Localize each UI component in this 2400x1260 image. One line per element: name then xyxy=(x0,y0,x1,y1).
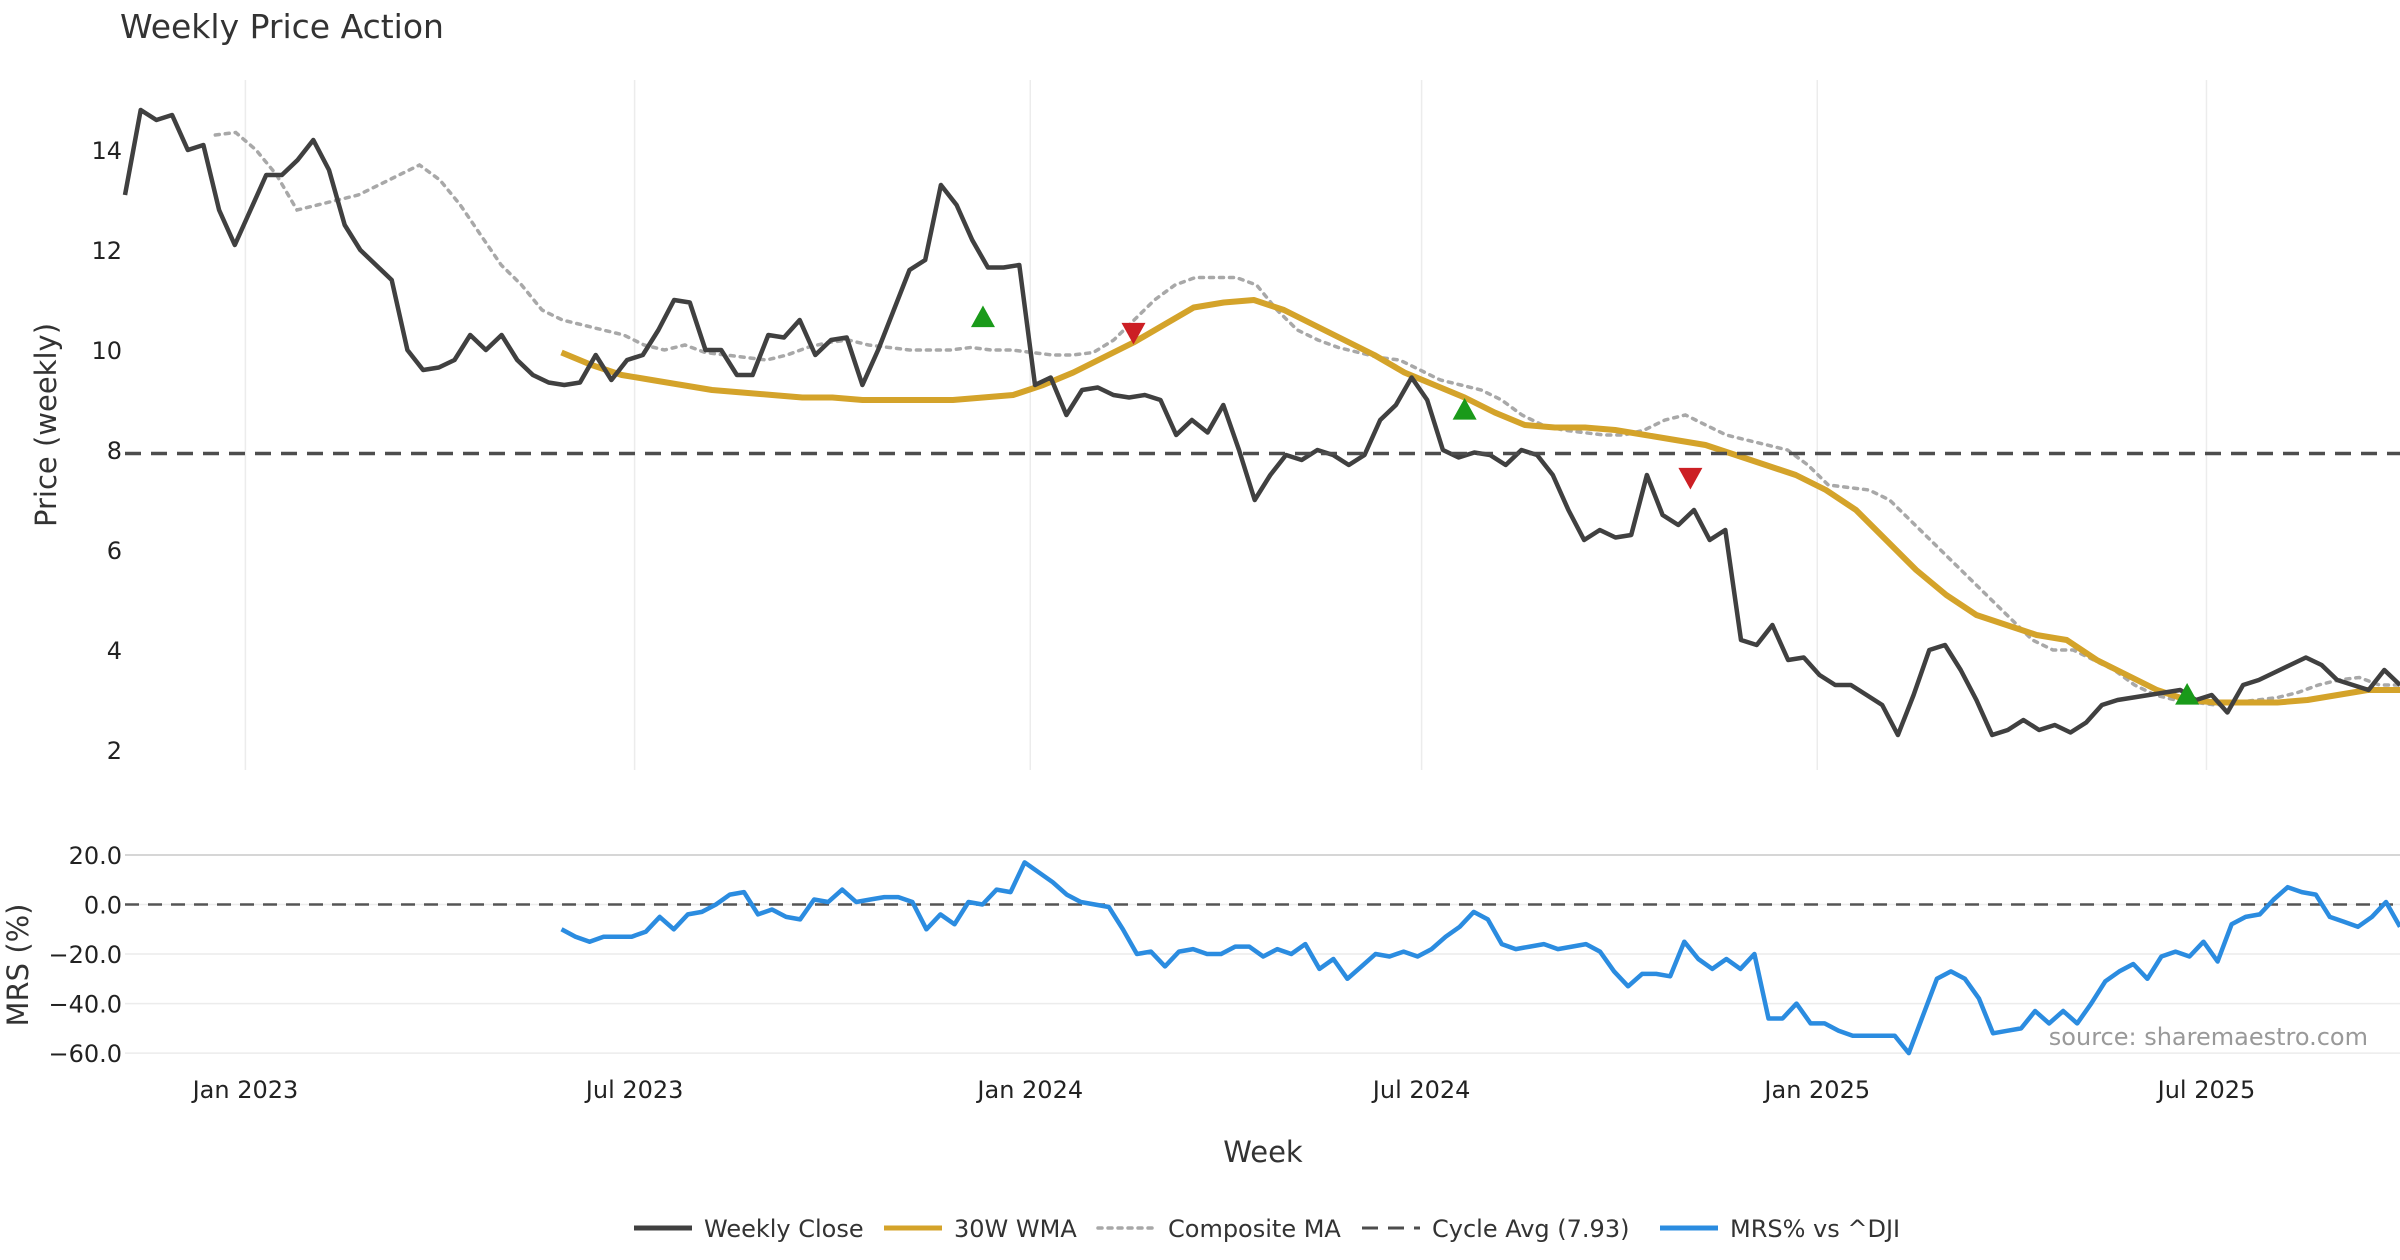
x-tick-label: Jul 2024 xyxy=(1371,1076,1471,1104)
sell-signal-marker xyxy=(1678,467,1703,490)
legend-item-composite-ma: Composite MA xyxy=(1096,1215,1341,1243)
price-y-tick-label: 8 xyxy=(107,437,122,465)
buy-signal-marker xyxy=(970,305,995,328)
price-y-tick-label: 6 xyxy=(107,537,122,565)
price-y-tick-label: 10 xyxy=(91,337,122,365)
price-y-axis-label: Price (weekly) xyxy=(29,323,63,527)
legend-item-30w-wma: 30W WMA xyxy=(884,1215,1077,1243)
mrs-line xyxy=(560,860,2400,1056)
legend-item-cycle-avg: Cycle Avg (7.93) xyxy=(1362,1215,1629,1243)
weekly-close-line xyxy=(122,107,2400,738)
price-y-tick-label: 14 xyxy=(91,137,122,165)
x-tick-label: Jan 2024 xyxy=(975,1076,1083,1104)
price-grid xyxy=(244,80,2208,770)
price-y-tick-label: 4 xyxy=(107,637,122,665)
mrs-y-axis-label: MRS (%) xyxy=(1,904,35,1027)
price-series xyxy=(122,107,2400,738)
price-y-tick-label: 12 xyxy=(91,237,122,265)
legend-item-weekly-close: Weekly Close xyxy=(634,1215,864,1243)
price-y-ticks: 2 4 6 8 10 12 14 xyxy=(91,137,122,765)
legend-label-weekly-close: Weekly Close xyxy=(704,1215,864,1243)
legend-label-mrs: MRS% vs ^DJI xyxy=(1730,1215,1900,1243)
buy-signal-marker xyxy=(2175,683,2200,705)
x-tick-label: Jan 2023 xyxy=(191,1076,299,1104)
price-y-tick-label: 2 xyxy=(107,737,122,765)
mrs-y-tick-label: 0.0 xyxy=(84,892,122,920)
x-tick-label: Jan 2025 xyxy=(1762,1076,1870,1104)
mrs-series xyxy=(125,860,2400,1056)
mrs-y-ticks: −60.0 −40.0 −20.0 0.0 20.0 xyxy=(48,842,122,1068)
mrs-y-tick-label: 20.0 xyxy=(69,842,122,870)
legend-label-composite-ma: Composite MA xyxy=(1168,1215,1341,1243)
mrs-y-tick-label: −40.0 xyxy=(48,991,122,1019)
mrs-y-tick-label: −60.0 xyxy=(48,1040,122,1068)
legend-item-mrs: MRS% vs ^DJI xyxy=(1660,1215,1900,1243)
buy-signal-marker xyxy=(1452,398,1477,420)
wma-line xyxy=(560,297,2400,706)
chart-title: Weekly Price Action xyxy=(120,7,444,46)
composite-ma-line xyxy=(213,130,2400,707)
sell-signal-marker xyxy=(1121,322,1146,345)
x-tick-label: Jul 2023 xyxy=(584,1076,684,1104)
source-note: source: sharemaestro.com xyxy=(2049,1023,2368,1051)
legend-label-30w-wma: 30W WMA xyxy=(954,1215,1077,1243)
x-tick-label: Jul 2025 xyxy=(2156,1076,2256,1104)
legend-label-cycle-avg: Cycle Avg (7.93) xyxy=(1432,1215,1629,1243)
x-axis-label: Week xyxy=(1223,1135,1303,1169)
legend: Weekly Close 30W WMA Composite MA Cycle … xyxy=(634,1215,1900,1243)
signal-markers xyxy=(970,305,2200,705)
x-ticks: Jan 2023 Jul 2023 Jan 2024 Jul 2024 Jan 2025… xyxy=(191,1076,2256,1104)
mrs-y-tick-label: −20.0 xyxy=(48,941,122,969)
